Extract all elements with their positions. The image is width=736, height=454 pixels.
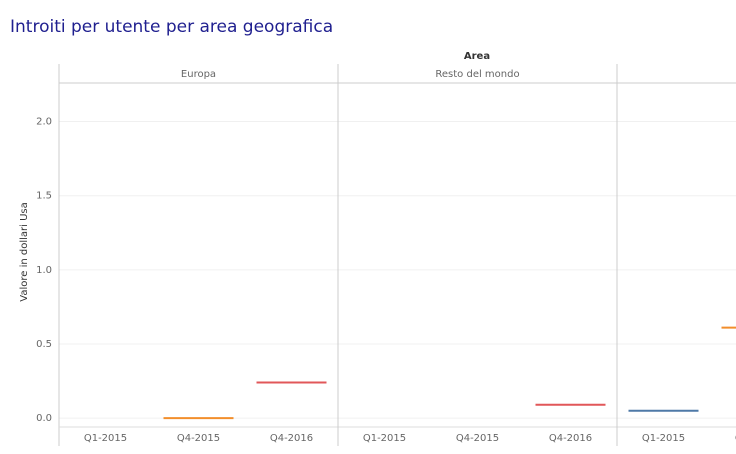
x-tick-label: Q1-2015 [363,433,406,444]
y-axis-label: Valore in dollari Usa [19,202,30,301]
facet-label: Europa [181,69,216,80]
x-tick-label: Q4-2015 [177,433,220,444]
x-tick-label: Q4-2016 [270,433,313,444]
facet-label: Resto del mondo [435,69,519,80]
y-tick-label: 2.0 [36,117,52,128]
x-tick-label: Q1-2015 [642,433,685,444]
x-tick-label: Q4-2015 [735,433,736,444]
y-tick-label: 1.0 [36,265,52,276]
x-tick-label: Q4-2016 [549,433,592,444]
column-header: Area [464,51,490,62]
chart-title: Introiti per utente per area geografica [10,17,333,37]
y-tick-label: 0.0 [36,413,52,424]
y-tick-label: 0.5 [36,339,52,350]
x-tick-label: Q1-2015 [84,433,127,444]
x-tick-label: Q4-2015 [456,433,499,444]
y-tick-label: 1.5 [36,191,52,202]
